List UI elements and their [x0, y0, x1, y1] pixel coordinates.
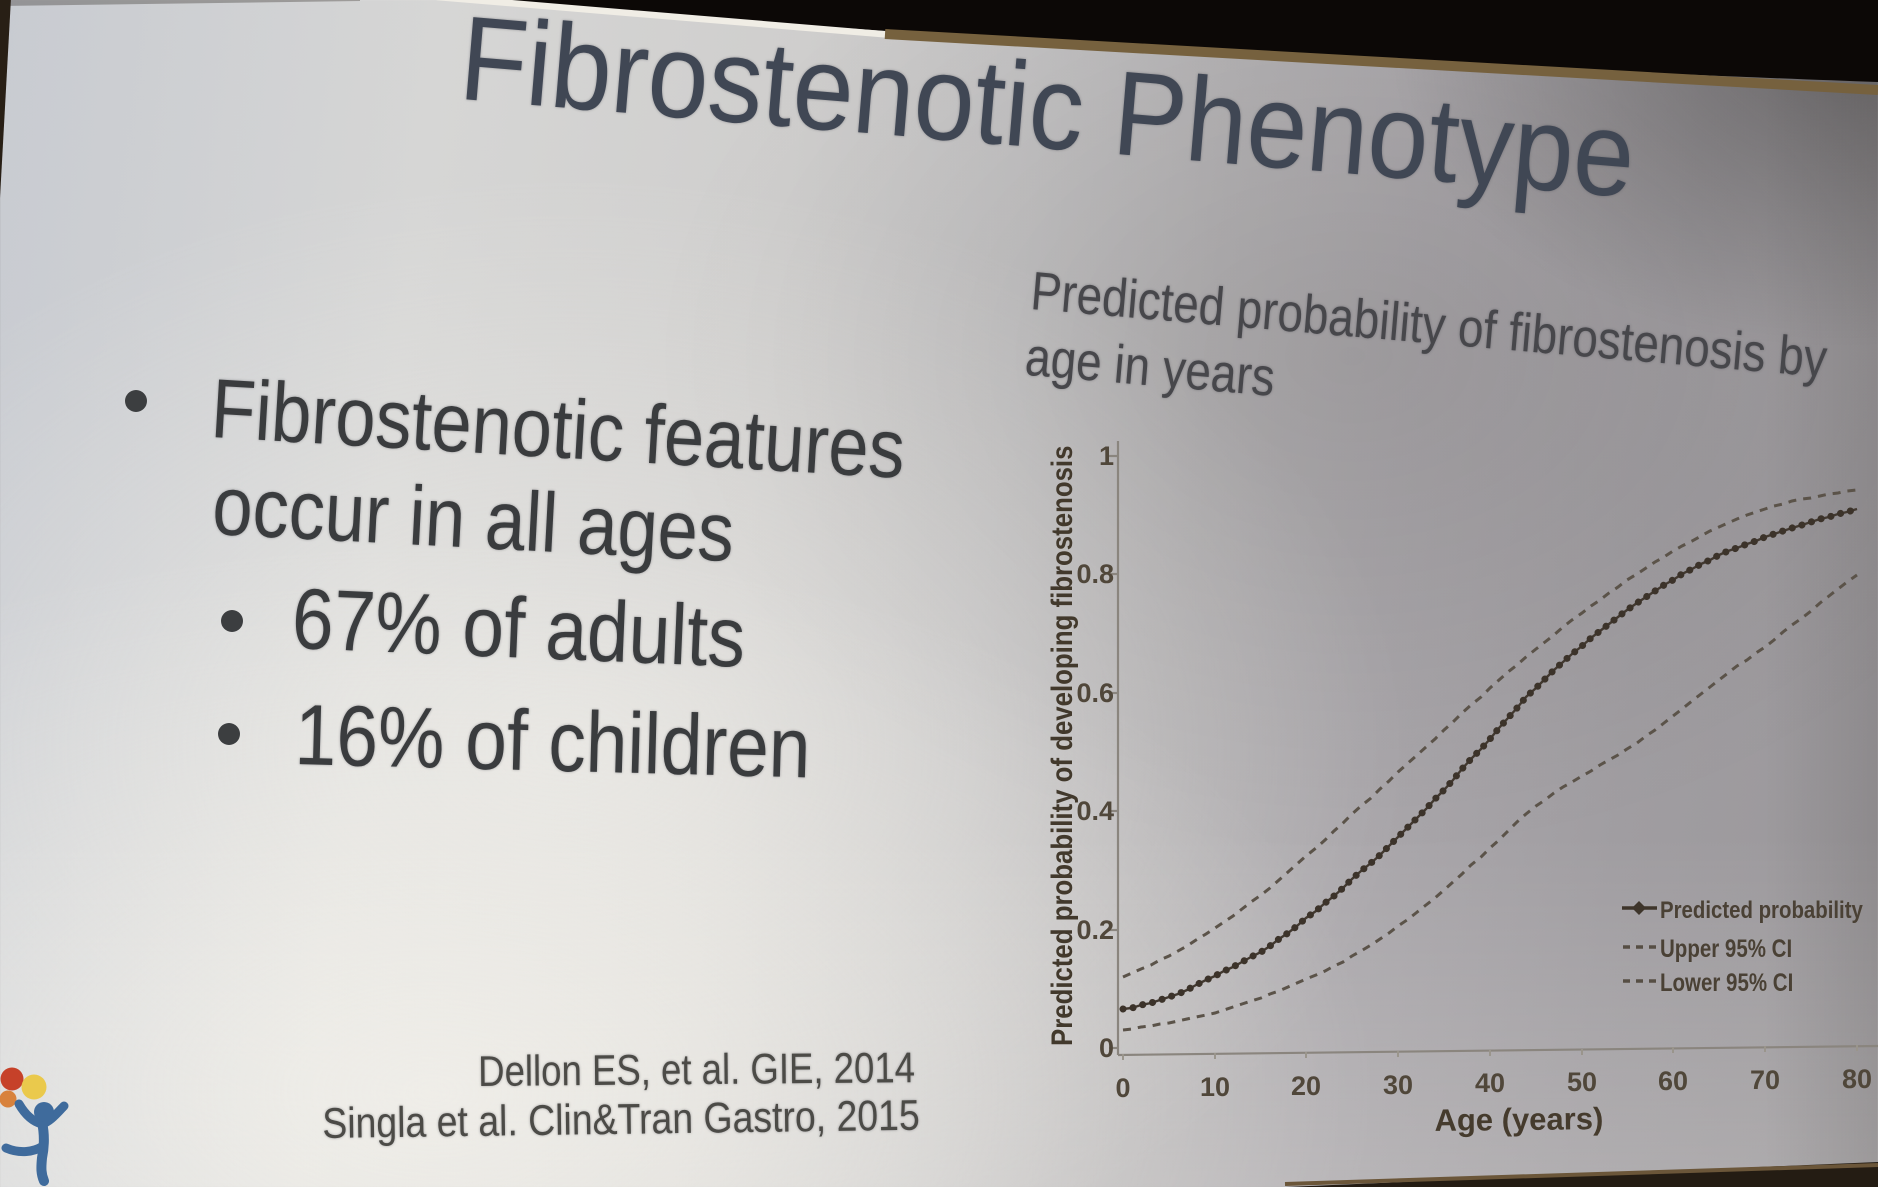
svg-text:Lower 95% CI: Lower 95% CI: [1660, 968, 1793, 996]
svg-text:Predicted probability of devel: Predicted probability of developing fibr…: [1045, 446, 1078, 1046]
svg-text:40: 40: [1475, 1068, 1505, 1098]
svg-text:Predicted probability: Predicted probability: [1660, 896, 1863, 923]
svg-text:20: 20: [1291, 1071, 1321, 1101]
svg-text:1: 1: [1099, 441, 1114, 471]
svg-text:0: 0: [1115, 1073, 1130, 1103]
svg-text:0.8: 0.8: [1076, 559, 1114, 589]
svg-text:70: 70: [1750, 1065, 1780, 1095]
svg-text:Age (years): Age (years): [1434, 1101, 1603, 1138]
svg-text:0.4: 0.4: [1076, 796, 1114, 826]
svg-text:0.6: 0.6: [1076, 678, 1114, 708]
svg-text:80: 80: [1842, 1064, 1872, 1094]
svg-text:0.2: 0.2: [1076, 915, 1114, 945]
svg-text:10: 10: [1200, 1072, 1230, 1102]
svg-text:60: 60: [1658, 1066, 1688, 1096]
svg-text:0: 0: [1099, 1033, 1114, 1063]
svg-text:Upper 95% CI: Upper 95% CI: [1660, 934, 1792, 962]
svg-text:30: 30: [1383, 1070, 1413, 1100]
svg-text:50: 50: [1567, 1067, 1597, 1097]
